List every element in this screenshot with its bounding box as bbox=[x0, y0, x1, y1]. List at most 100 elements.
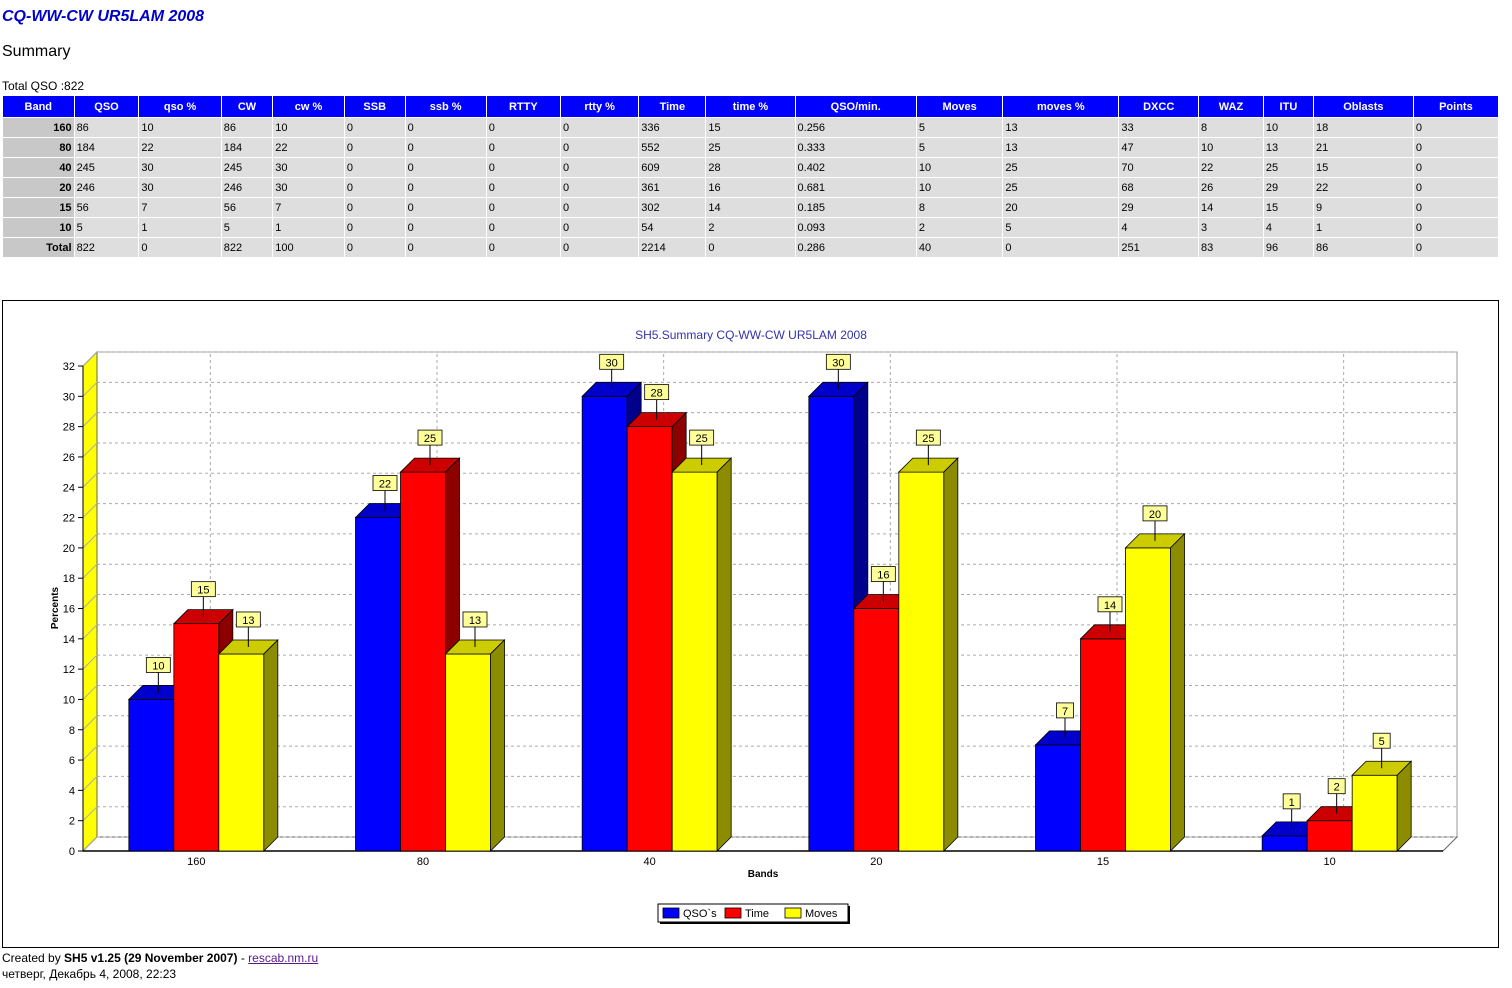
table-cell: 246 bbox=[73, 177, 140, 198]
table-cell: 361 bbox=[638, 177, 707, 198]
band-cell: 10 bbox=[2, 217, 75, 238]
table-cell: 13 bbox=[1002, 117, 1120, 138]
table-cell: 2 bbox=[705, 217, 796, 238]
table-cell: 8 bbox=[915, 197, 1004, 218]
table-cell: 28 bbox=[705, 157, 796, 178]
footer-link[interactable]: rescab.nm.ru bbox=[248, 951, 319, 965]
table-cell: 246 bbox=[220, 177, 274, 198]
y-tick-label: 14 bbox=[63, 634, 75, 646]
table-cell: 0 bbox=[485, 137, 561, 158]
y-tick-label: 12 bbox=[63, 664, 75, 676]
footer-credits: Created by SH5 v1.25 (29 November 2007) … bbox=[2, 951, 318, 965]
table-cell: 2214 bbox=[638, 237, 707, 258]
x-tick-label: 80 bbox=[417, 856, 429, 868]
table-cell: 22 bbox=[1198, 157, 1264, 178]
table-cell: 245 bbox=[220, 157, 274, 178]
x-axis-label: Bands bbox=[748, 869, 779, 880]
x-tick-label: 160 bbox=[187, 856, 205, 868]
table-cell: 184 bbox=[220, 137, 274, 158]
table-cell: 30 bbox=[272, 157, 345, 178]
table-cell: 10 bbox=[1198, 137, 1264, 158]
table-cell: 0.256 bbox=[794, 117, 917, 138]
table-cell: 0 bbox=[343, 197, 406, 218]
table-cell: 4 bbox=[1118, 217, 1200, 238]
data-label: 22 bbox=[379, 479, 391, 491]
column-header: Oblasts bbox=[1312, 95, 1414, 118]
table-cell: 7 bbox=[272, 197, 345, 218]
data-label-box bbox=[1097, 596, 1123, 613]
data-label-box bbox=[1056, 702, 1074, 719]
table-row: 160 86 10 86 10 0 0 0 0 336 15 0.256 5 13 33 8 10 18 0 bbox=[2, 117, 1500, 138]
chart-floor bbox=[81, 836, 1459, 852]
table-cell: 0.333 bbox=[794, 137, 917, 158]
column-header: Moves bbox=[915, 95, 1004, 118]
legend-swatch bbox=[784, 907, 802, 919]
table-cell: 0 bbox=[559, 117, 640, 138]
table-cell: 30 bbox=[138, 177, 222, 198]
table-cell: 0 bbox=[1412, 177, 1500, 198]
table-row: 20 246 30 246 30 0 0 0 0 361 16 0.681 10 25 68 26 29 22 0 bbox=[2, 177, 1500, 198]
table-cell: 54 bbox=[638, 217, 707, 238]
table-cell: 0.185 bbox=[794, 197, 917, 218]
y-tick-label: 18 bbox=[63, 573, 75, 585]
bar-moves bbox=[671, 471, 718, 852]
table-cell: 0.402 bbox=[794, 157, 917, 178]
data-label: 15 bbox=[197, 585, 209, 597]
data-label: 20 bbox=[1149, 509, 1161, 521]
data-label-box bbox=[599, 353, 625, 370]
data-label-box bbox=[417, 429, 443, 446]
bar-moves bbox=[445, 653, 491, 852]
table-cell: 0 bbox=[404, 217, 487, 238]
column-header: ITU bbox=[1262, 95, 1314, 118]
footer-app-name: SH5 v1.25 (29 November 2007) bbox=[64, 951, 238, 965]
table-cell: 5 bbox=[915, 137, 1004, 158]
y-tick-label: 16 bbox=[63, 604, 75, 616]
bar-side-face bbox=[1396, 760, 1412, 852]
grid-line-wall bbox=[82, 776, 98, 791]
table-cell: 0 bbox=[705, 237, 796, 258]
legend-entry: QSO`s bbox=[683, 908, 717, 920]
table-cell: 0 bbox=[559, 137, 640, 158]
band-cell: Total bbox=[2, 237, 75, 258]
summary-table: Band QSO qso % CW cw % SSB ssb % RTTY rtty % Time… bbox=[2, 95, 1500, 258]
bar-time bbox=[400, 471, 446, 852]
y-tick-label: 32 bbox=[63, 361, 75, 373]
table-cell: 13 bbox=[1262, 137, 1314, 158]
grid-line-wall bbox=[82, 624, 98, 640]
table-cell: 302 bbox=[638, 197, 707, 218]
bar-qsos bbox=[355, 517, 401, 852]
column-header: ssb % bbox=[404, 95, 487, 118]
grid-line-wall bbox=[82, 715, 98, 731]
band-cell: 15 bbox=[2, 197, 75, 218]
table-cell: 100 bbox=[272, 237, 345, 258]
table-cell: 30 bbox=[138, 157, 222, 178]
table-cell: 22 bbox=[272, 137, 345, 158]
column-header: SSB bbox=[343, 95, 406, 118]
table-cell: 10 bbox=[915, 157, 1004, 178]
table-cell: 15 bbox=[705, 117, 796, 138]
table-cell: 0 bbox=[404, 177, 487, 198]
data-label: 25 bbox=[424, 433, 436, 445]
data-label: 25 bbox=[922, 433, 934, 445]
table-cell: 0.093 bbox=[794, 217, 917, 238]
column-header: qso % bbox=[138, 95, 222, 118]
table-cell: 56 bbox=[73, 197, 140, 218]
table-cell: 22 bbox=[1312, 177, 1414, 198]
data-label: 2 bbox=[1334, 782, 1340, 794]
table-cell: 0 bbox=[343, 137, 406, 158]
grid-line-wall bbox=[82, 836, 98, 852]
grid-line-wall bbox=[82, 533, 98, 549]
table-row: 10 5 1 5 1 0 0 0 0 54 2 0.093 2 5 4 3 4 1 0 bbox=[2, 217, 1500, 238]
table-cell: 15 bbox=[1312, 157, 1414, 178]
data-label-box bbox=[145, 657, 171, 673]
bar-moves bbox=[898, 471, 945, 852]
table-cell: 336 bbox=[638, 117, 707, 138]
table-cell: 2 bbox=[915, 217, 1004, 238]
table-cell: 25 bbox=[705, 137, 796, 158]
table-cell: 1 bbox=[1312, 217, 1414, 238]
bar-time bbox=[1080, 638, 1126, 852]
table-cell: 21 bbox=[1312, 137, 1414, 158]
grid-line-wall bbox=[82, 685, 98, 700]
table-cell: 14 bbox=[705, 197, 796, 218]
data-label: 16 bbox=[877, 570, 889, 582]
